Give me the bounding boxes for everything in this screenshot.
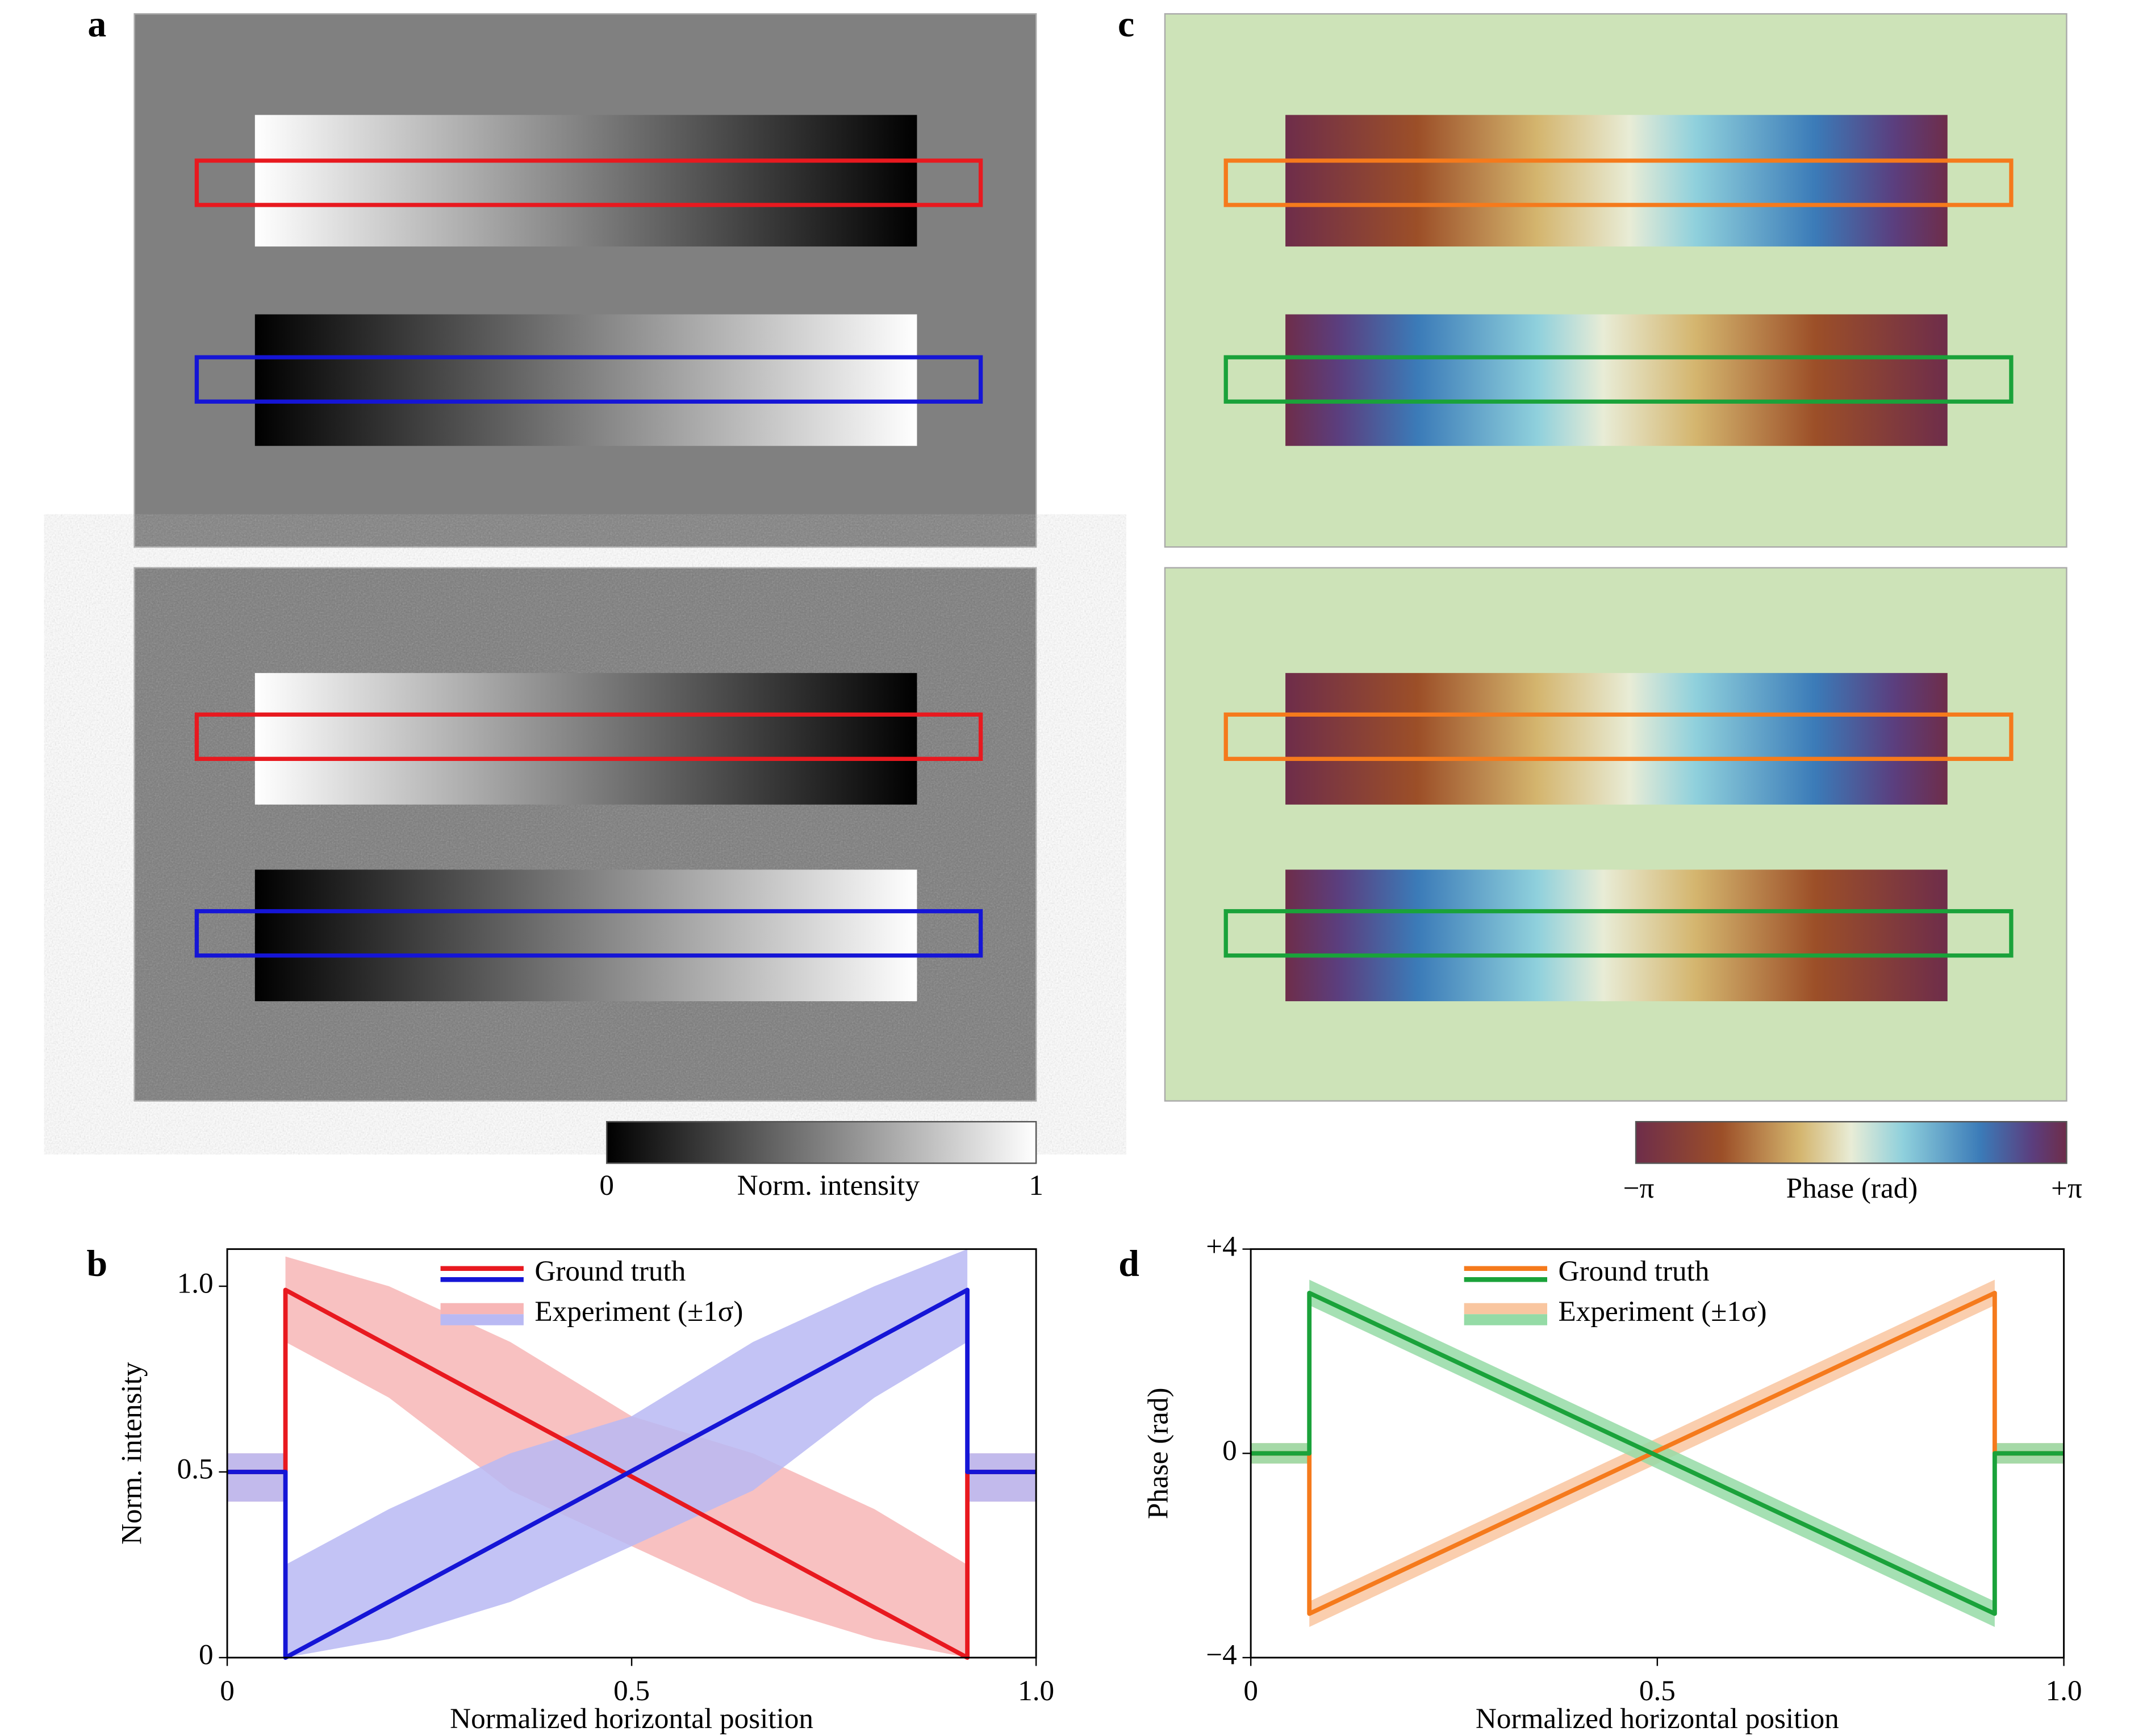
image-background [1164, 13, 2067, 548]
legend-swatch [440, 1314, 524, 1325]
panel-label: a [87, 3, 106, 45]
phase-bar [1285, 869, 1948, 1002]
y-tick-label: 0 [1222, 1434, 1237, 1467]
roi-box [1223, 909, 2014, 958]
legend-label: Ground truth [1559, 1255, 1710, 1287]
legend-swatch [1464, 1303, 1547, 1315]
x-tick-label: 0 [220, 1675, 235, 1707]
roi-box [194, 909, 983, 958]
roi-box [194, 355, 983, 404]
roi-box [194, 712, 983, 761]
phase-bar [1285, 115, 1948, 247]
phase-bar [1285, 673, 1948, 805]
y-tick-label: 0 [199, 1639, 214, 1671]
colorbar-label: Phase (rad) [1786, 1172, 1918, 1204]
gradient-bar [254, 314, 917, 446]
legend-swatch [440, 1303, 524, 1315]
roi-box [1223, 355, 2014, 404]
x-tick-label: 0 [1243, 1675, 1258, 1707]
colorbar-min: −π [1623, 1172, 1655, 1204]
y-tick-label: −4 [1206, 1639, 1237, 1671]
y-tick-label: +4 [1206, 1230, 1237, 1262]
gradient-bar [254, 115, 917, 247]
colorbar-min: 0 [599, 1169, 614, 1202]
colorbar-max: +π [2051, 1172, 2082, 1204]
x-axis-label: Normalized horizontal position [1476, 1702, 1839, 1735]
y-tick-label: 0.5 [177, 1453, 214, 1486]
x-tick-label: 0.5 [613, 1675, 650, 1707]
image-background [133, 13, 1037, 548]
colorbar-max: 1 [1029, 1169, 1043, 1202]
roi-box [1223, 158, 2014, 207]
colorbar-label: Norm. intensity [737, 1169, 920, 1202]
panel-label: c [1118, 3, 1134, 45]
error-band [1251, 1279, 2064, 1628]
panel-label: d [1118, 1243, 1139, 1284]
x-tick-label: 1.0 [2046, 1675, 2082, 1707]
gradient-bar [254, 673, 917, 805]
legend-label: Experiment (±1σ) [534, 1295, 743, 1328]
line [1251, 1291, 2064, 1616]
roi-box [1223, 712, 2014, 761]
y-axis-label: Phase (rad) [1142, 1387, 1174, 1519]
x-tick-label: 1.0 [1018, 1675, 1054, 1707]
image-noise [134, 567, 1037, 1101]
y-axis-label: Norm. intensity [115, 1362, 148, 1545]
x-tick-label: 0.5 [1639, 1675, 1676, 1707]
phase-bar [1285, 314, 1948, 446]
line [227, 1287, 1037, 1660]
gradient-bar [254, 869, 917, 1002]
image-background [1164, 567, 2067, 1102]
colorbar [1635, 1121, 2067, 1164]
colorbar [605, 1121, 1037, 1164]
x-axis-label: Normalized horizontal position [450, 1702, 813, 1735]
legend-swatch [1464, 1314, 1547, 1325]
legend-label: Ground truth [534, 1255, 686, 1287]
error-band [227, 1249, 1037, 1658]
legend-label: Experiment (±1σ) [1559, 1295, 1767, 1328]
roi-box [194, 158, 983, 207]
y-tick-label: 1.0 [177, 1268, 214, 1300]
panel-label: b [86, 1243, 107, 1284]
